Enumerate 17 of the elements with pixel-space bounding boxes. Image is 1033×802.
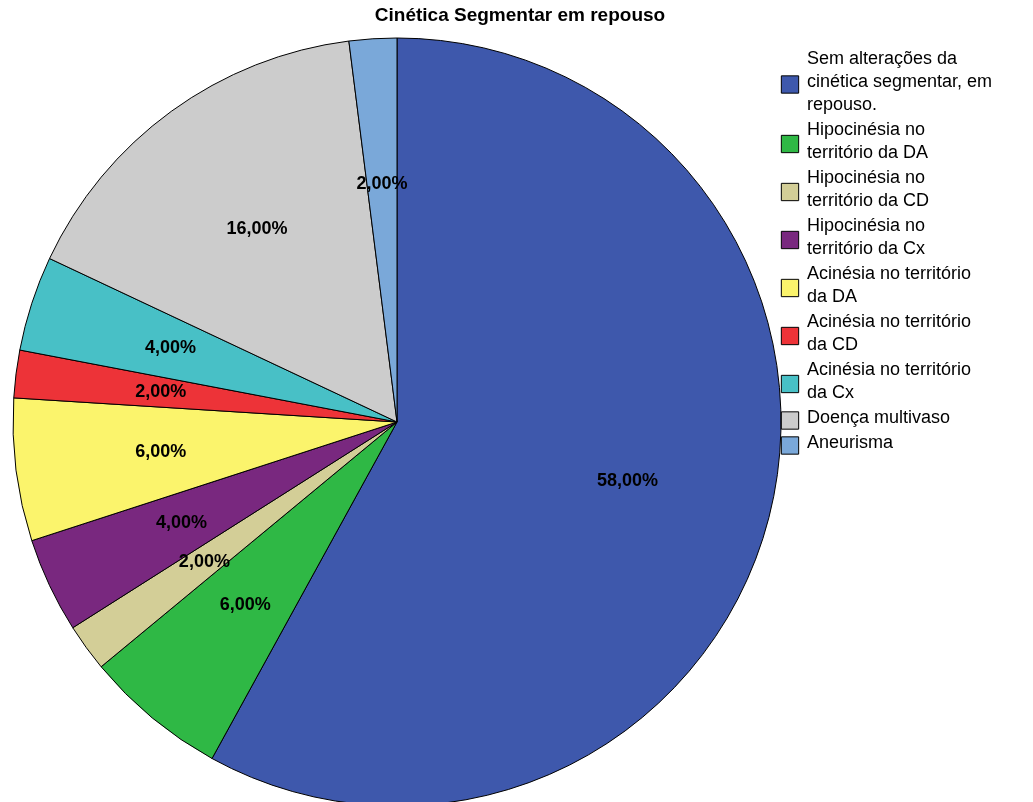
legend-label: Aneurisma [807,432,895,452]
legend-label: Acinésia no território da DA [807,263,972,306]
legend-label: Hipocinésia no território da CD [807,167,930,210]
chart-title: Cinética Segmentar em repouso [374,4,666,25]
data-label: 6,00% [135,440,187,461]
legend-label: Acinésia no território da CD [807,311,972,354]
legend-label: Hipocinésia no território da Cx [807,215,926,258]
legend-label: Hipocinésia no território da DA [807,119,929,162]
data-label: 58,00% [597,470,659,491]
data-label: 2,00% [135,381,187,402]
data-label: 4,00% [156,512,208,533]
legend-label: Acinésia no território da Cx [807,359,972,402]
data-label: 4,00% [145,337,197,358]
legend-label: Sem alterações da cinética segmentar, em repouso. [807,48,993,114]
data-label: 6,00% [219,594,271,615]
legend-label: Doença multivaso [807,407,951,427]
data-label: 16,00% [226,218,288,239]
